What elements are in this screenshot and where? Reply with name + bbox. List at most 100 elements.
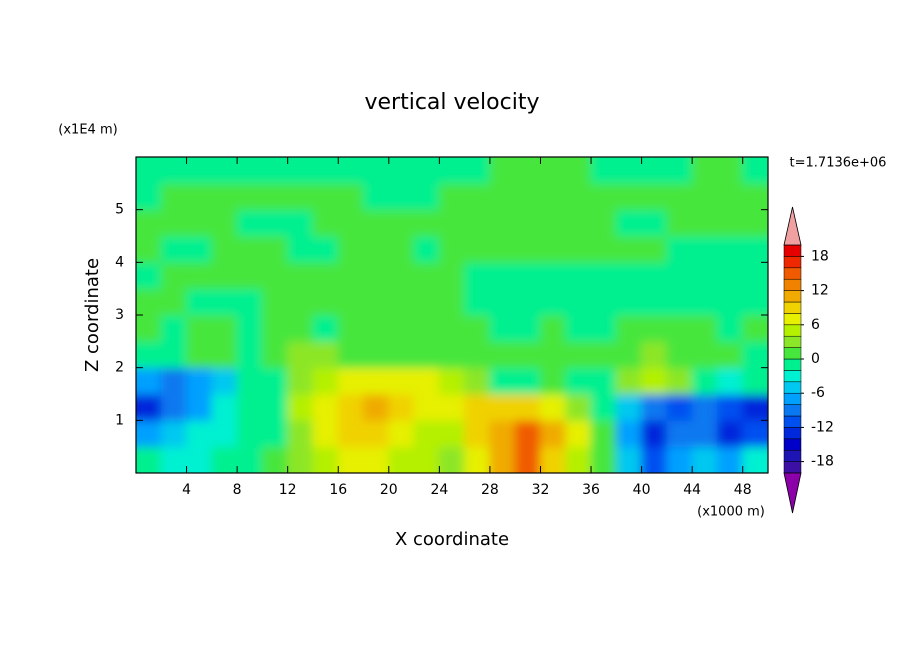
contour-cell [641, 157, 668, 184]
contour-cell [716, 157, 744, 184]
contour-cell [666, 367, 693, 395]
contour-cell [413, 209, 440, 237]
contour-cell [312, 209, 339, 237]
contour-cell [590, 393, 617, 421]
contour-cell [413, 367, 440, 395]
contour-cell [489, 182, 516, 211]
contour-cell [565, 419, 592, 448]
contour-cell [337, 182, 365, 211]
contour-cell [160, 261, 188, 290]
contour-cell [413, 288, 440, 316]
contour-cell [590, 288, 617, 316]
contour-cell [136, 182, 162, 211]
contour-cell [388, 340, 415, 369]
contour-cell [186, 261, 213, 290]
contour-cell [388, 446, 415, 473]
contour-cell [489, 367, 516, 395]
contour-cell [261, 393, 289, 421]
contour-cell [438, 209, 466, 237]
contour-cell [388, 261, 415, 290]
contour-cell [666, 261, 693, 290]
contour-cell [287, 367, 314, 395]
colorbar-band [783, 449, 802, 462]
contour-cell [236, 314, 263, 342]
contour-cell [539, 157, 567, 184]
contour-cell [337, 209, 365, 237]
contour-cell [514, 182, 541, 211]
contour-cell [590, 314, 617, 342]
contour-cell [539, 182, 567, 211]
contour-cell [641, 367, 668, 395]
contour-cell [615, 314, 643, 342]
contour-cell [615, 157, 643, 184]
contour-cell [438, 288, 466, 316]
contour-cell [565, 157, 592, 184]
contour-cell [489, 157, 516, 184]
contour-cell [413, 261, 440, 290]
contour-cell [716, 314, 744, 342]
contour-cell [211, 235, 238, 263]
x-tick-label: 40 [633, 482, 651, 498]
contour-cell [438, 340, 466, 369]
contour-cell [136, 367, 162, 395]
contour-cell [337, 235, 365, 263]
contour-cell [691, 209, 718, 237]
colorbar-band [783, 438, 802, 451]
colorbar-tick-label: -18 [811, 454, 834, 470]
contour-cell [211, 340, 238, 369]
contour-cell [641, 419, 668, 448]
contour-cell [438, 419, 466, 448]
contour-cell [716, 261, 744, 290]
contour-cell [666, 446, 693, 473]
colorbar-band [783, 335, 802, 348]
plot-area [136, 157, 768, 473]
contour-cell [590, 419, 617, 448]
contour-cell [211, 288, 238, 316]
contour-cell [136, 235, 162, 263]
contour-cell [742, 419, 768, 448]
contour-cell [337, 419, 365, 448]
contour-cell [539, 419, 567, 448]
contour-cell [691, 340, 718, 369]
contour-cell [514, 157, 541, 184]
contour-cell [666, 419, 693, 448]
contour-cell [236, 393, 263, 421]
contour-cell [160, 393, 188, 421]
contour-cell [388, 288, 415, 316]
contour-cell [539, 209, 567, 237]
contour-cell [489, 314, 516, 342]
colorbar-band [783, 324, 802, 337]
colorbar-band [783, 392, 802, 405]
contour-cell [136, 261, 162, 290]
contour-cell [666, 288, 693, 316]
x-unit: (x1000 m) [697, 505, 765, 520]
contour-cell [691, 261, 718, 290]
colorbar-band [783, 313, 802, 326]
contour-cell [211, 446, 238, 473]
contour-cell [413, 393, 440, 421]
contour-cell [261, 209, 289, 237]
contour-cell [363, 235, 390, 263]
contour-cell [186, 340, 213, 369]
contour-cell [287, 314, 314, 342]
colorbar-band [783, 461, 802, 474]
contour-cell [413, 182, 440, 211]
contour-cell [514, 367, 541, 395]
contour-cell [136, 446, 162, 473]
contour-cell [413, 235, 440, 263]
contour-cell [489, 235, 516, 263]
contour-cell [464, 314, 491, 342]
contour-cell [388, 367, 415, 395]
contour-cell [388, 419, 415, 448]
contour-cell [742, 288, 768, 316]
colorbar-tick-label: 6 [811, 317, 820, 333]
contour-cell [691, 367, 718, 395]
contour-cell [388, 182, 415, 211]
contour-cell [489, 261, 516, 290]
contour-cell [438, 157, 466, 184]
colorbar-band [783, 415, 802, 428]
colorbar-over [783, 206, 802, 246]
contour-cell [514, 419, 541, 448]
contour-cell [691, 235, 718, 263]
